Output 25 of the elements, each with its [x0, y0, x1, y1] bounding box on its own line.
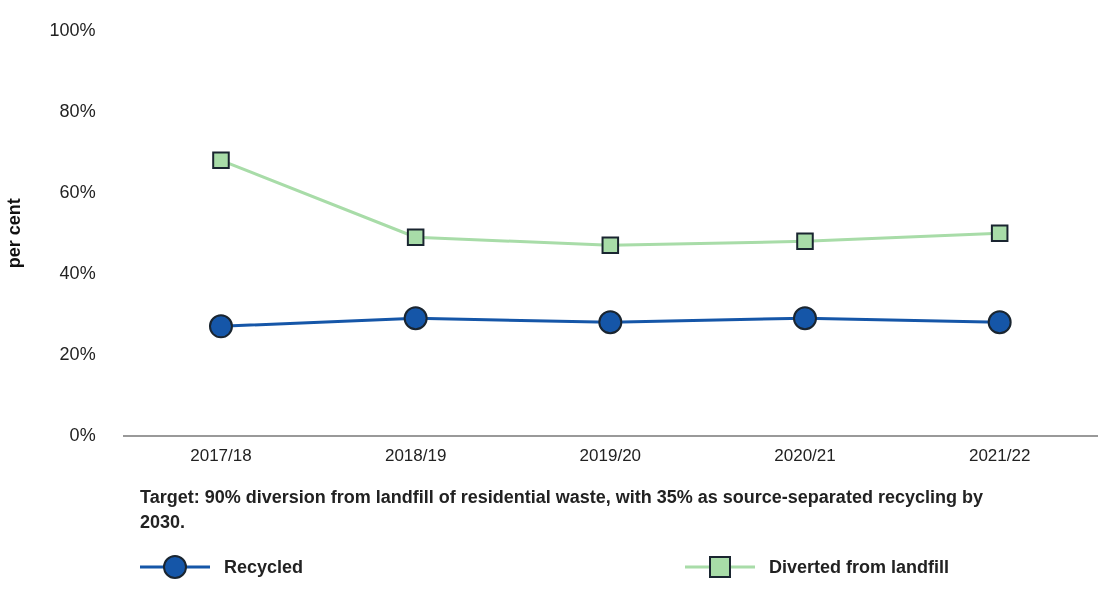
legend-label: Diverted from landfill	[769, 556, 950, 578]
x-tick-label: 2019/20	[579, 446, 642, 466]
point	[208, 314, 233, 339]
point	[796, 232, 814, 251]
x-tick-label: 2017/18	[190, 446, 252, 466]
y-tick-label: 0%	[69, 424, 96, 445]
point	[987, 310, 1012, 335]
x-tick-label: 2021/22	[968, 446, 1031, 466]
y-tick-label: 20%	[59, 343, 96, 364]
text: Target: 90% diversion from landfill of residential waste, with 35% as source-separated recycling by 2030.	[140, 486, 984, 534]
y-tick-label: 100%	[49, 19, 96, 40]
point	[212, 151, 230, 170]
point	[406, 228, 425, 247]
point	[601, 236, 620, 255]
x-tick-label: 2018/19	[384, 446, 447, 466]
y-axis-title: per cent	[3, 198, 24, 269]
point	[403, 306, 428, 331]
y-tick-label: 40%	[59, 262, 96, 283]
y-tick-label: 60%	[59, 181, 96, 202]
point	[990, 224, 1009, 242]
legend-label: Recycled	[224, 556, 304, 578]
y-tick-label: 80%	[59, 100, 96, 121]
x-tick-label: 2020/21	[774, 446, 836, 466]
point	[598, 310, 623, 335]
point	[792, 306, 817, 331]
